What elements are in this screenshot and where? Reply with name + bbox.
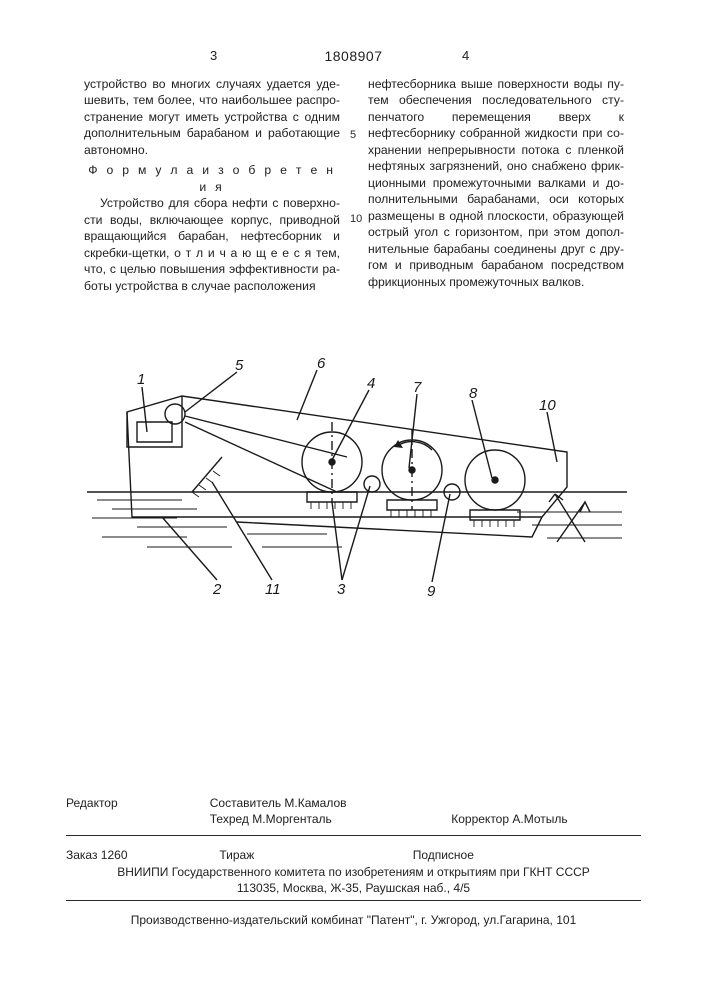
label-10: 10 [539, 397, 556, 414]
label-5: 5 [235, 357, 244, 374]
label-6: 6 [317, 355, 326, 372]
right-paragraph-1: нефтесборника выше поверхности воды пу­т… [368, 76, 624, 290]
label-9: 9 [427, 583, 436, 600]
subscription-label: Подписное [413, 848, 474, 862]
left-column: устройство во многих случаях удается уде… [84, 76, 340, 294]
techred-credit: Техред М.Моргенталь [210, 811, 452, 827]
left-paragraph-2: Устройство для сбора нефти с поверхно­ст… [84, 195, 340, 294]
label-2: 2 [212, 581, 222, 598]
label-1: 1 [137, 371, 145, 388]
label-11: 11 [265, 581, 281, 598]
footer-credits: Редактор Составитель М.Камалов Техред М.… [66, 795, 641, 827]
text-columns: устройство во многих случаях удается уде… [84, 76, 624, 294]
address-line: 113035, Москва, Ж-35, Раушская наб., 4/5 [66, 880, 641, 896]
divider-rule-1 [66, 835, 641, 836]
column-number-right: 4 [462, 47, 469, 65]
divider-rule-2 [66, 900, 641, 901]
label-8: 8 [469, 385, 478, 402]
label-7: 7 [413, 379, 422, 396]
formula-title: Ф о р м у л а и з о б р е т е н и я [84, 162, 340, 195]
compiler-credit: Составитель М.Камалов [210, 795, 452, 811]
right-column: нефтесборника выше поверхности воды пу­т… [368, 76, 624, 294]
organization-line: ВНИИПИ Государственного комитета по изоб… [66, 864, 641, 880]
editor-label: Редактор [66, 795, 210, 827]
corrector-credit: Корректор А.Мотыль [451, 795, 641, 827]
label-4: 4 [367, 375, 375, 392]
patent-page: 3 1808907 4 5 10 устройство во многих сл… [0, 0, 707, 1000]
order-number: Заказ 1260 [66, 847, 216, 863]
publication-number: 1808907 [324, 47, 382, 66]
printer-line: Производственно-издательский комбинат "П… [66, 912, 641, 928]
label-3: 3 [337, 581, 346, 598]
left-paragraph-1: устройство во многих случаях удается уде… [84, 76, 340, 158]
tirazh-label: Тираж [219, 847, 409, 863]
header-row: 3 1808907 4 [0, 47, 707, 66]
order-line: Заказ 1260 Тираж Подписное [66, 847, 641, 863]
technical-drawing: 1 5 6 4 7 8 10 2 11 3 9 [87, 342, 627, 602]
column-number-left: 3 [210, 47, 217, 65]
